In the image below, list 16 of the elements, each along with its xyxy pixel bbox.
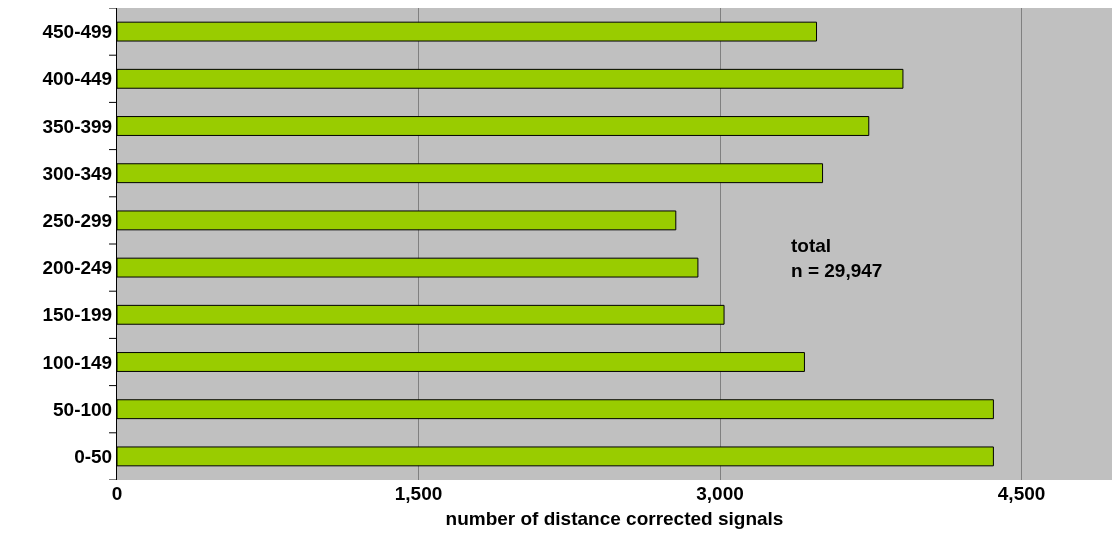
y-tick-label: 150-199	[42, 304, 113, 326]
y-tick-label: 0-50	[74, 446, 113, 468]
y-tick-label: 50-100	[53, 398, 113, 420]
x-axis-title: number of distance corrected signals	[445, 507, 784, 529]
y-tick-label: 100-149	[42, 351, 113, 373]
y-tick-label: 400-449	[42, 68, 113, 90]
y-tick-label: 250-299	[42, 210, 113, 232]
x-tick-label: 4,500	[997, 483, 1046, 504]
y-tick-label: 200-249	[42, 257, 113, 279]
x-tick-label: 1,500	[394, 483, 443, 504]
annotation: total n = 29,947	[791, 235, 883, 281]
x-tick-label: 0	[111, 483, 123, 504]
y-tick-label: 300-349	[42, 162, 113, 184]
y-tick-label: 350-399	[42, 115, 113, 137]
x-tick-label: 3,000	[696, 483, 744, 504]
y-tick-label: 450-499	[42, 21, 113, 43]
